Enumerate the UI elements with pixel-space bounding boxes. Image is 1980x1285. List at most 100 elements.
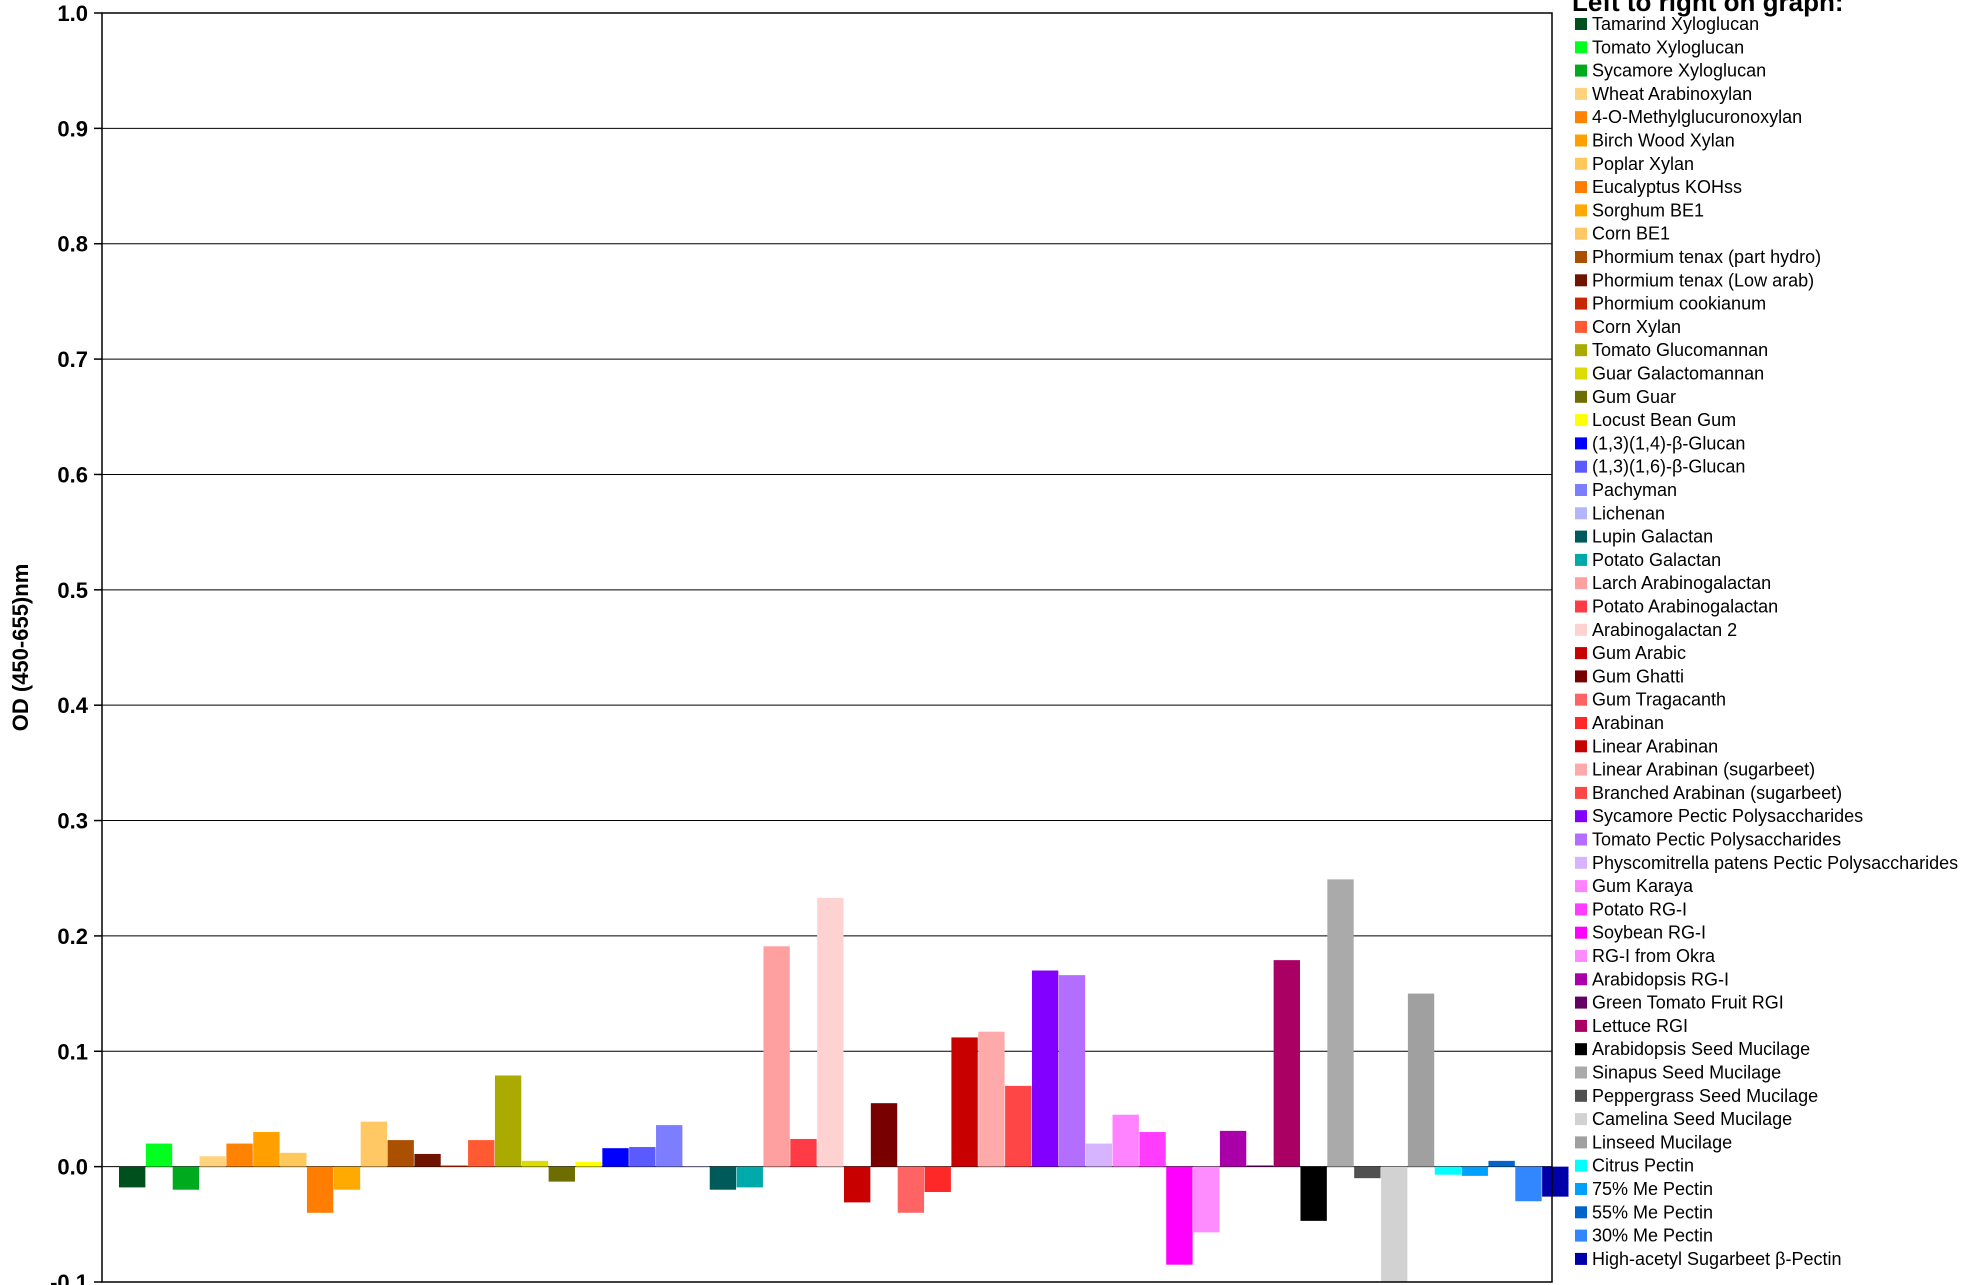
legend-label: (1,3)(1,6)-β-Glucan	[1592, 457, 1745, 477]
bar-7	[280, 1152, 307, 1167]
bar-41	[1193, 1166, 1220, 1233]
bar-46	[1327, 879, 1354, 1167]
bar-27	[817, 897, 844, 1167]
legend-swatch	[1575, 1066, 1587, 1079]
y-axis-label: OD (450-655)nm	[8, 564, 33, 732]
legend-label: Birch Wood Xylan	[1592, 131, 1735, 151]
legend-label: Tomato Glucomannan	[1592, 340, 1768, 360]
bar-5	[226, 1143, 253, 1167]
legend-label: Wheat Arabinoxylan	[1592, 84, 1752, 104]
legend-swatch	[1575, 740, 1587, 753]
bars	[119, 879, 1569, 1282]
legend-swatch	[1575, 251, 1587, 263]
legend-swatch	[1575, 414, 1587, 427]
legend-label: 4-O-Methylglucuronoxylan	[1592, 107, 1802, 127]
bar-20	[629, 1147, 656, 1167]
bar-14	[468, 1140, 495, 1167]
bar-22	[682, 1166, 710, 1168]
legend-swatch	[1575, 87, 1587, 100]
legend-swatch	[1575, 460, 1587, 473]
legend-swatch	[1575, 367, 1587, 380]
bar-48	[1381, 1166, 1408, 1282]
legend-label: Physcomitrella patens Pectic Polysacchar…	[1592, 853, 1958, 873]
legend-label: 30% Me Pectin	[1592, 1226, 1713, 1246]
bar-1	[119, 1166, 146, 1188]
legend-swatch	[1575, 1113, 1587, 1126]
legend-label: Sorghum BE1	[1592, 200, 1704, 220]
bar-36	[1058, 975, 1086, 1167]
bar-54	[1542, 1166, 1569, 1197]
legend-label: Phormium tenax (part hydro)	[1592, 247, 1821, 267]
bar-50	[1434, 1166, 1462, 1175]
legend-swatch	[1575, 111, 1587, 124]
bar-30	[897, 1166, 925, 1213]
bar-40	[1166, 1166, 1193, 1265]
legend-title: Left to right on graph:	[1572, 0, 1844, 17]
bar-44	[1273, 960, 1300, 1167]
legend-swatch	[1575, 507, 1587, 520]
legend-swatch	[1575, 553, 1587, 566]
legend-swatch	[1575, 1229, 1587, 1242]
legend-swatch	[1575, 297, 1587, 310]
legend-label: High-acetyl Sugarbeet β-Pectin	[1592, 1249, 1841, 1269]
bar-32	[951, 1037, 978, 1167]
legend-swatch	[1575, 1136, 1587, 1149]
legend-swatch	[1575, 647, 1587, 660]
legend-label: Citrus Pectin	[1592, 1156, 1694, 1176]
legend-label: Arabidopsis Seed Mucilage	[1592, 1039, 1810, 1059]
legend-label: Tamarind Xyloglucan	[1592, 14, 1759, 34]
legend-swatch	[1575, 717, 1587, 729]
bar-23	[709, 1166, 737, 1190]
legend-label: 55% Me Pectin	[1592, 1202, 1713, 1222]
legend-swatch	[1575, 204, 1587, 217]
legend-label: Lichenan	[1592, 503, 1665, 523]
legend-swatch	[1575, 926, 1587, 939]
legend-label: Green Tomato Fruit RGI	[1592, 993, 1784, 1013]
y-tick-label: 1.0	[57, 1, 88, 26]
bar-8	[306, 1166, 334, 1213]
legend-label: Guar Galactomannan	[1592, 364, 1764, 384]
legend-label: 75% Me Pectin	[1592, 1179, 1713, 1199]
bar-16	[521, 1160, 549, 1167]
legend-swatch	[1575, 1252, 1587, 1265]
bar-11	[387, 1140, 414, 1167]
legend-swatch	[1575, 623, 1587, 636]
legend-swatch	[1575, 181, 1587, 194]
legend-label: Gum Arabic	[1592, 643, 1686, 663]
legend-swatch	[1575, 320, 1587, 333]
legend-label: Eucalyptus KOHss	[1592, 177, 1742, 197]
legend-swatch	[1575, 577, 1587, 590]
legend-swatch	[1575, 763, 1587, 776]
legend-label: Corn BE1	[1592, 224, 1670, 244]
legend-swatch	[1575, 437, 1587, 450]
legend-label: Gum Guar	[1592, 387, 1676, 407]
legend-swatch	[1575, 227, 1587, 240]
y-tick-label: 0.7	[57, 347, 88, 372]
bar-51	[1461, 1166, 1488, 1176]
legend-label: Camelina Seed Mucilage	[1592, 1109, 1792, 1129]
y-tick-label: 0.1	[57, 1039, 88, 1064]
bar-53	[1515, 1166, 1542, 1202]
bar-4	[199, 1156, 226, 1167]
legend-label: Tomato Xyloglucan	[1592, 37, 1744, 57]
legend-label: Potato Galactan	[1592, 550, 1721, 570]
bar-38	[1112, 1114, 1139, 1167]
legend-swatch	[1575, 1159, 1587, 1172]
y-tick-label: 0.4	[57, 693, 88, 718]
legend-label: Pachyman	[1592, 480, 1677, 500]
bar-29	[870, 1103, 898, 1167]
legend-swatch	[1575, 1089, 1587, 1102]
legend-label: Sycamore Xyloglucan	[1592, 61, 1766, 81]
bar-24	[736, 1166, 763, 1188]
legend-swatch	[1575, 390, 1587, 403]
legend-label: Phormium cookianum	[1592, 294, 1766, 314]
bar-34	[1005, 1085, 1032, 1167]
legend-swatch	[1575, 786, 1587, 799]
legend-label: Peppergrass Seed Mucilage	[1592, 1086, 1818, 1106]
bar-43	[1246, 1165, 1274, 1167]
legend-swatch	[1575, 1206, 1587, 1219]
legend-label: Linear Arabinan	[1592, 736, 1718, 756]
bar-25	[763, 946, 790, 1167]
legend-label: Linseed Mucilage	[1592, 1132, 1732, 1152]
legend-label: Lupin Galactan	[1592, 527, 1713, 547]
